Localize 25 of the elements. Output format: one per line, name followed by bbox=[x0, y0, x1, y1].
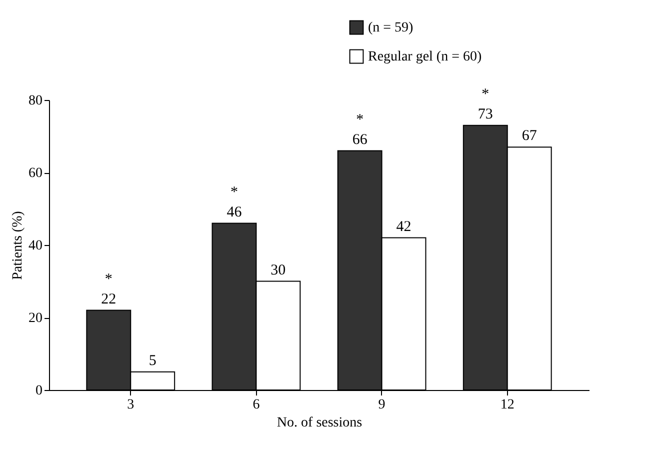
x-tick-label: 12 bbox=[500, 398, 514, 412]
data-label: 42 bbox=[396, 218, 412, 235]
annotation: * bbox=[356, 112, 364, 128]
data-label: 66 bbox=[352, 132, 368, 148]
y-tick-label: 0 bbox=[36, 384, 42, 398]
x-tick-label: 6 bbox=[252, 398, 260, 412]
annotation: * bbox=[104, 271, 112, 288]
y-tick-label: 40 bbox=[28, 238, 42, 254]
legend-label: Regular gel (n = 60) bbox=[368, 50, 482, 64]
y-axis-title: Patients (%) bbox=[10, 210, 26, 280]
data-label: 22 bbox=[101, 291, 116, 308]
x-tick-label: 9 bbox=[378, 398, 386, 412]
data-label: 30 bbox=[270, 262, 286, 278]
x-tick-label: 3 bbox=[127, 398, 134, 412]
annotation: * bbox=[482, 86, 490, 102]
annotation: * bbox=[230, 184, 238, 200]
y-tick-label: 80 bbox=[28, 94, 42, 108]
data-label: 46 bbox=[226, 204, 242, 220]
y-tick-label: 20 bbox=[28, 311, 42, 326]
data-label: 73 bbox=[478, 106, 493, 122]
y-tick-label: 60 bbox=[28, 166, 42, 181]
data-label: 67 bbox=[522, 128, 538, 144]
data-label: 5 bbox=[148, 352, 156, 369]
legend-label: (n = 59) bbox=[368, 20, 414, 36]
x-axis-title: No. of sessions bbox=[276, 416, 362, 430]
